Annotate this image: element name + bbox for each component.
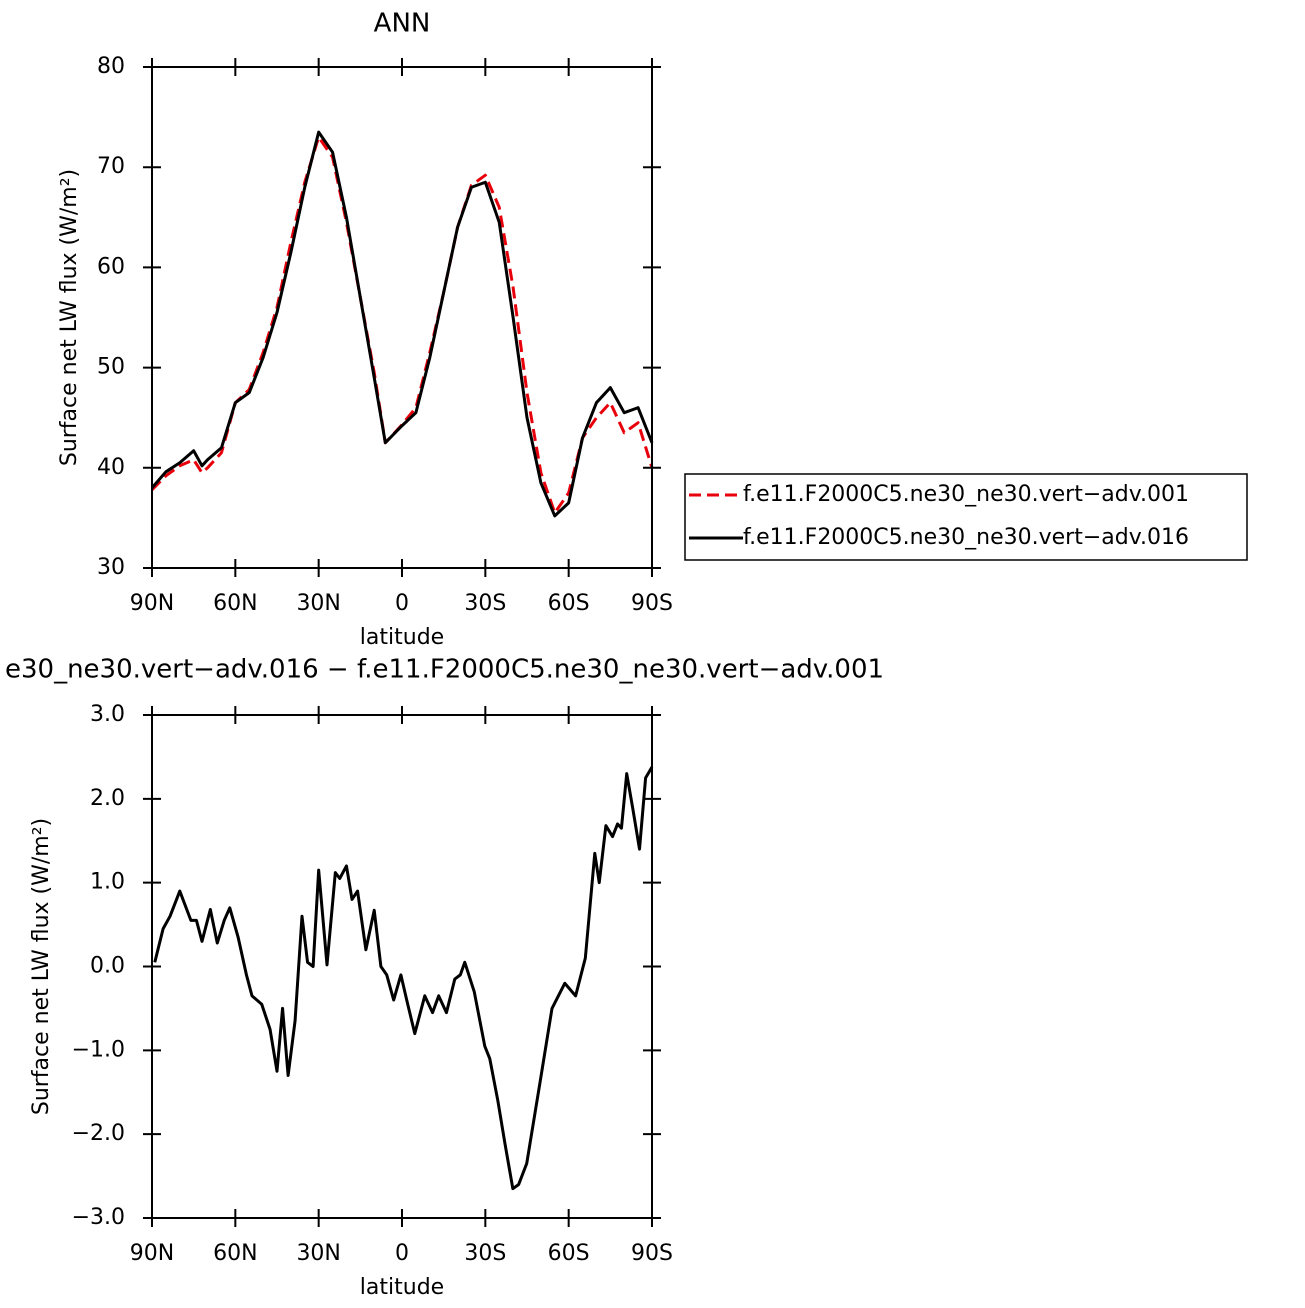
x-axis-label: latitude [360,1275,444,1300]
x-tick-label: 30S [464,591,506,616]
data-line [150,135,654,515]
y-tick-label: 40 [97,455,125,480]
y-tick-label: 60 [97,254,125,279]
x-tick-label: 30S [464,1241,506,1266]
y-tick-label: 80 [97,54,125,79]
x-tick-label: 30N [296,591,340,616]
x-tick-label: 60S [548,591,590,616]
y-tick-label: 3.0 [90,702,125,727]
y-tick-label: 2.0 [90,786,125,811]
legend-label: f.e11.F2000C5.ne30_ne30.vert−adv.016 [743,525,1189,550]
data-line [153,766,654,1191]
x-tick-label: 90N [130,1241,174,1266]
y-tick-label: 70 [97,154,125,179]
x-tick-label: 60S [548,1241,590,1266]
y-tick-label: 0.0 [90,954,125,979]
y-axis-label: Surface net LW flux (W/m²) [57,169,82,466]
x-tick-label: 60N [213,1241,257,1266]
x-tick-label: 90S [631,1241,673,1266]
plot-frame [151,714,653,1219]
y-tick-label: −3.0 [72,1205,125,1230]
x-tick-label: 60N [213,591,257,616]
y-tick-label: −2.0 [72,1121,125,1146]
y-tick-label: −1.0 [72,1037,125,1062]
legend-box [684,473,1248,561]
data-line [150,130,654,518]
y-tick-label: 1.0 [90,870,125,895]
y-axis-label: Surface net LW flux (W/m²) [29,818,54,1115]
x-tick-label: 0 [395,591,409,616]
chart-title: e30_ne30.vert−adv.016 − f.e11.F2000C5.ne… [5,655,884,685]
legend-label: f.e11.F2000C5.ne30_ne30.vert−adv.001 [743,482,1189,507]
x-tick-label: 90N [130,591,174,616]
x-axis-label: latitude [360,625,444,650]
y-tick-label: 30 [97,555,125,580]
chart-title: ANN [374,9,431,39]
y-tick-label: 50 [97,355,125,380]
x-tick-label: 90S [631,591,673,616]
plot-frame [151,66,653,569]
x-tick-label: 30N [296,1241,340,1266]
x-tick-label: 0 [395,1241,409,1266]
